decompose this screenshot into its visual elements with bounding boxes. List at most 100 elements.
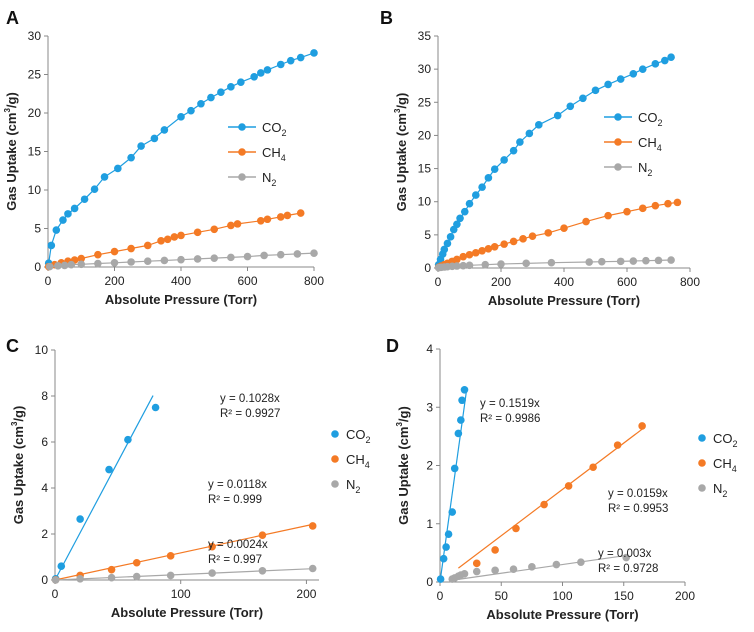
data-point xyxy=(127,258,135,266)
data-point xyxy=(77,260,86,269)
panel-d: D 0 1 2 3 4 0 50 100 150 200 Absolute Pressure (Tor… xyxy=(386,336,738,622)
legend-marker xyxy=(614,163,622,171)
legend: CO2 CH4 N2 xyxy=(331,427,371,495)
data-point xyxy=(263,66,272,74)
data-point xyxy=(456,214,464,223)
legend-marker xyxy=(698,484,706,492)
y-tick-label: 35 xyxy=(418,29,432,43)
data-point xyxy=(160,126,169,134)
data-point xyxy=(310,49,318,57)
data-point xyxy=(127,153,135,162)
data-point xyxy=(500,156,508,164)
series-co2: y = 0.1519x R² = 0.9986 xyxy=(436,385,540,583)
x-tick-label: 200 xyxy=(675,589,695,603)
data-point xyxy=(591,86,600,95)
data-point xyxy=(458,396,466,405)
y-tick-label: 6 xyxy=(41,435,48,449)
data-point xyxy=(528,232,537,240)
y-tick-label: 10 xyxy=(35,343,49,357)
data-point xyxy=(80,195,89,204)
panel-letter: D xyxy=(386,336,399,356)
data-point xyxy=(484,174,493,182)
y-tick-label: 30 xyxy=(418,62,432,76)
series-co2 xyxy=(434,53,675,269)
data-point xyxy=(439,554,448,563)
data-point xyxy=(490,165,499,174)
trendline-r-squared: R² = 0.999 xyxy=(208,494,262,506)
data-point xyxy=(51,576,60,584)
data-point xyxy=(623,207,631,216)
data-point xyxy=(193,228,202,237)
data-point xyxy=(478,183,486,191)
legend-marker xyxy=(238,148,246,156)
data-point xyxy=(132,558,141,567)
data-point xyxy=(114,164,122,173)
y-tick-label: 15 xyxy=(418,162,432,176)
data-point xyxy=(70,204,79,213)
x-tick-label: 600 xyxy=(617,275,637,289)
series-ch4 xyxy=(44,209,305,271)
trendline-equation: y = 0.0159x xyxy=(608,488,668,500)
data-point xyxy=(76,515,84,523)
trendline-r-squared: R² = 0.9927 xyxy=(220,408,280,420)
data-point xyxy=(77,254,86,263)
data-point xyxy=(143,257,152,266)
y-tick-label: 0 xyxy=(34,260,41,274)
data-point xyxy=(257,69,265,77)
data-point xyxy=(127,244,135,253)
data-point xyxy=(151,403,160,412)
data-point xyxy=(478,246,486,255)
data-point xyxy=(177,255,185,264)
data-point xyxy=(560,224,568,233)
legend-label: CH4 xyxy=(713,456,737,474)
data-point xyxy=(566,102,575,111)
data-point xyxy=(442,543,450,551)
trendline-co2 xyxy=(54,395,154,581)
data-point xyxy=(208,569,216,577)
y-tick-label: 1 xyxy=(426,517,433,531)
x-tick-label: 0 xyxy=(437,589,444,603)
data-point xyxy=(454,429,463,438)
data-point xyxy=(286,56,295,65)
data-point xyxy=(90,185,99,194)
x-tick-label: 0 xyxy=(435,275,442,289)
data-point xyxy=(150,134,159,143)
series-n2 xyxy=(434,256,675,272)
data-point xyxy=(509,565,518,573)
series-n2: y = 0.003x R² = 0.9728 xyxy=(448,548,658,583)
data-point xyxy=(260,251,268,260)
x-tick-label: 200 xyxy=(104,274,124,288)
data-point xyxy=(64,210,72,218)
data-point xyxy=(250,73,258,81)
legend-label: CH4 xyxy=(346,452,370,470)
data-point xyxy=(296,53,305,62)
legend: CO2 CH4 N2 xyxy=(698,431,738,499)
data-point xyxy=(459,252,468,261)
trendline-r-squared: R² = 0.9986 xyxy=(480,413,540,425)
legend-marker xyxy=(614,138,622,146)
x-tick-label: 400 xyxy=(554,275,574,289)
data-point xyxy=(137,142,145,150)
legend-label: N2 xyxy=(262,170,276,188)
data-point xyxy=(67,260,76,269)
data-point xyxy=(310,249,318,257)
legend-marker xyxy=(331,430,339,438)
data-point xyxy=(446,233,455,241)
data-point xyxy=(500,240,508,248)
data-point xyxy=(457,416,465,424)
legend-label: CO2 xyxy=(346,427,371,445)
data-point xyxy=(100,173,109,181)
data-point xyxy=(94,259,102,268)
panel-letter: C xyxy=(6,336,19,356)
trendline-r-squared: R² = 0.997 xyxy=(208,554,262,566)
x-tick-label: 200 xyxy=(491,275,511,289)
data-point xyxy=(673,198,682,207)
data-point xyxy=(45,262,54,271)
data-point xyxy=(472,559,481,568)
data-point xyxy=(163,235,172,244)
y-axis-title: Gas Uptake (cm3/g) xyxy=(10,406,26,525)
x-tick-label: 0 xyxy=(52,587,59,601)
y-tick-label: 30 xyxy=(28,29,42,43)
data-point xyxy=(233,220,242,228)
